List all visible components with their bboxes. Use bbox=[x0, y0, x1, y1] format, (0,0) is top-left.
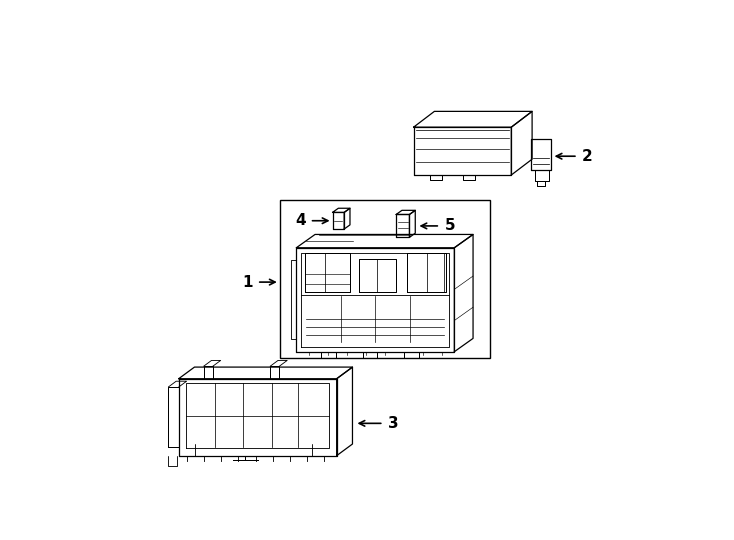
Text: 2: 2 bbox=[582, 148, 593, 164]
Text: 5: 5 bbox=[444, 218, 455, 233]
Text: 1: 1 bbox=[242, 275, 252, 289]
Bar bbox=[280, 200, 490, 358]
Text: 3: 3 bbox=[388, 416, 399, 431]
Text: 4: 4 bbox=[295, 213, 305, 228]
